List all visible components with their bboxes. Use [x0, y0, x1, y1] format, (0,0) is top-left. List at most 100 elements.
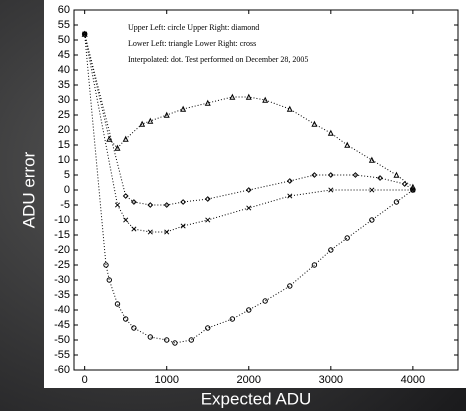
- point: [188, 337, 195, 343]
- point: [393, 171, 400, 178]
- interpolated-line: [84, 33, 414, 188]
- point: [344, 141, 351, 148]
- point: [262, 298, 268, 304]
- y-tick-label: -40: [54, 304, 70, 316]
- point: [327, 129, 334, 136]
- point: [311, 120, 318, 127]
- x-tick-label: 4000: [401, 374, 425, 386]
- point: [139, 120, 146, 127]
- y-tick-label: -55: [54, 349, 70, 361]
- point: [82, 31, 88, 37]
- y-tick-label: 5: [64, 169, 70, 181]
- point: [172, 340, 178, 346]
- y-tick-label: -50: [54, 334, 70, 346]
- point: [122, 135, 129, 142]
- y-tick-label: -10: [54, 214, 70, 226]
- point: [377, 175, 383, 181]
- point: [106, 135, 113, 142]
- y-tick-label: -35: [54, 289, 70, 301]
- annotation: Upper Left: circle Upper Right: diamond: [128, 23, 259, 32]
- y-tick-label: 10: [58, 154, 70, 166]
- point: [122, 316, 129, 322]
- point: [229, 93, 236, 100]
- point: [147, 229, 153, 235]
- point: [204, 196, 211, 202]
- point: [180, 223, 186, 229]
- point: [311, 172, 318, 178]
- point: [410, 187, 416, 193]
- y-tick-label: -5: [60, 199, 70, 211]
- point: [164, 337, 170, 343]
- point: [409, 183, 416, 190]
- point: [205, 325, 211, 331]
- point: [286, 178, 293, 184]
- y-tick-label: 40: [58, 64, 70, 76]
- y-tick-label: -25: [54, 259, 70, 271]
- x-axis-title: Expected ADU: [201, 389, 312, 408]
- point: [286, 105, 293, 112]
- point: [328, 187, 334, 193]
- y-tick-label: 60: [58, 4, 70, 16]
- point: [180, 105, 187, 112]
- point: [368, 156, 375, 163]
- annotation: Lower Left: triangle Lower Right: cross: [128, 39, 256, 48]
- point: [328, 247, 334, 253]
- point: [393, 199, 400, 205]
- point: [327, 172, 334, 178]
- point: [147, 202, 154, 208]
- y-tick-label: 45: [58, 49, 70, 61]
- plot-panel: [44, 0, 466, 388]
- point: [114, 144, 121, 151]
- point: [344, 235, 350, 241]
- point: [287, 193, 293, 199]
- x-tick-label: 1000: [154, 374, 178, 386]
- x-tick-label: 3000: [319, 374, 343, 386]
- point: [245, 187, 252, 193]
- y-tick-label: 25: [58, 109, 70, 121]
- point: [229, 316, 236, 322]
- y-axis-title: ADU error: [19, 151, 38, 228]
- y-tick-label: 20: [58, 124, 70, 136]
- point: [352, 172, 359, 178]
- annotation: Interpolated: dot. Test performed on Dec…: [128, 55, 308, 64]
- y-tick-label: -20: [54, 244, 70, 256]
- point: [205, 217, 211, 223]
- y-tick-label: -45: [54, 319, 70, 331]
- point: [164, 229, 170, 235]
- point: [163, 202, 170, 208]
- y-tick-label: 15: [58, 139, 70, 151]
- point: [262, 96, 269, 103]
- point: [147, 334, 154, 340]
- y-tick-label: -60: [54, 364, 70, 376]
- point: [130, 199, 137, 205]
- point: [122, 193, 129, 199]
- point: [114, 301, 121, 307]
- point: [180, 199, 187, 205]
- point: [246, 307, 252, 313]
- y-tick-label: 35: [58, 79, 70, 91]
- point: [131, 226, 137, 232]
- point: [123, 217, 129, 223]
- y-tick-label: 30: [58, 94, 70, 106]
- point: [114, 202, 121, 208]
- point: [401, 181, 408, 187]
- point: [409, 187, 416, 193]
- y-tick-label: -30: [54, 274, 70, 286]
- point: [81, 31, 88, 37]
- y-tick-label: -15: [54, 229, 70, 241]
- point: [311, 262, 318, 268]
- x-tick-label: 2000: [237, 374, 261, 386]
- point: [245, 93, 252, 100]
- y-tick-label: 50: [58, 34, 70, 46]
- point: [131, 325, 137, 331]
- point: [106, 277, 112, 283]
- point: [204, 99, 211, 106]
- y-tick-label: 55: [58, 19, 70, 31]
- point: [147, 117, 154, 124]
- x-tick-label: 0: [82, 374, 88, 386]
- point: [246, 205, 252, 211]
- point: [103, 262, 109, 268]
- point: [369, 217, 375, 223]
